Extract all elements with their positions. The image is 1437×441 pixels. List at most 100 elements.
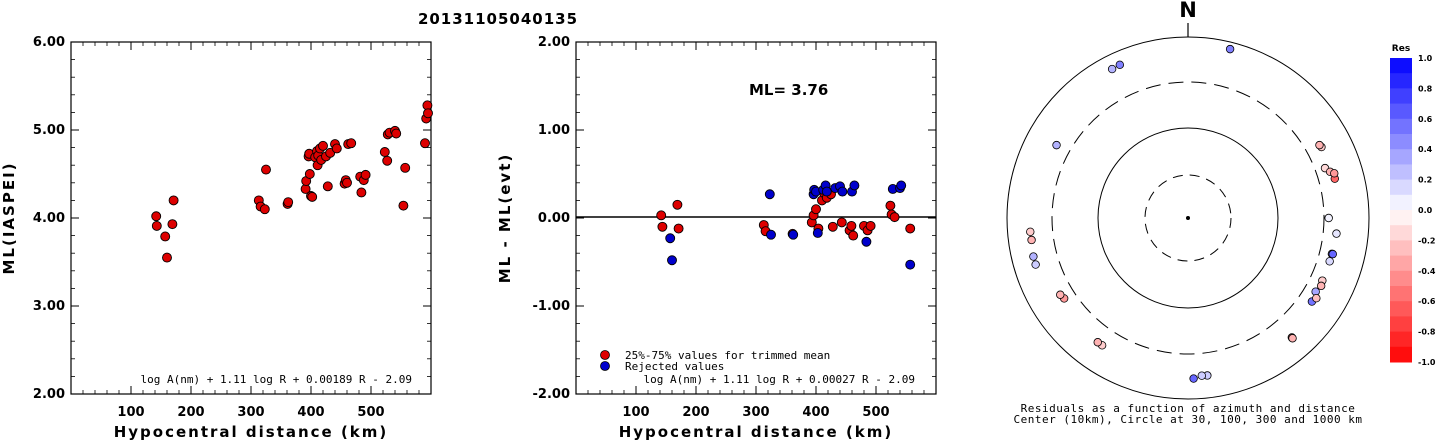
data-point [261, 164, 271, 175]
rejected-point [849, 180, 860, 191]
x-tick-label: 500 [862, 405, 889, 420]
rejected-point [896, 180, 907, 191]
rejected-point [821, 186, 832, 197]
colorbar-blocks [1390, 58, 1412, 363]
colorbar-step [1390, 179, 1412, 196]
data-point [379, 147, 390, 157]
colorbar-tick-label: 0.6 [1418, 115, 1433, 124]
station-residual-point [1029, 252, 1038, 261]
colorbar: Res 1.0 0.8 0.6 0.4 0.2 0.0 -0.2 -0.4 -0.6 -0.8 -1… [1390, 44, 1436, 367]
panel2-xlabel: Hypocentral distance (km) [619, 423, 894, 441]
colorbar-step [1390, 270, 1412, 287]
x-tick-label: 200 [682, 405, 709, 420]
data-point [420, 138, 430, 149]
x-tick-label: 500 [357, 405, 384, 420]
rejected-point [766, 229, 776, 240]
rejected-point [667, 255, 677, 266]
colorbar-step [1390, 164, 1412, 181]
station-residual-point [1031, 260, 1040, 269]
colorbar-tick-label: 0.8 [1418, 84, 1433, 93]
colorbar-title: Res [1392, 44, 1410, 54]
x-tick-label: 100 [622, 405, 649, 420]
data-point [360, 169, 371, 180]
x-tick-label: 300 [742, 405, 769, 420]
legend-rejected-marker [600, 361, 610, 371]
panel1-frame [70, 41, 432, 395]
legend-trimmed-label: 25%-75% values for trimmed mean [625, 349, 830, 362]
colorbar-tick-label: -1.0 [1418, 358, 1436, 367]
data-point [673, 223, 684, 234]
ring-30km [1144, 174, 1232, 262]
data-point [151, 220, 162, 231]
station-residual-point [1115, 60, 1125, 70]
polar-caption-line2: Center (10km), Circle at 30, 100, 300 an… [1013, 413, 1362, 426]
y-tick-label: 3.00 [33, 299, 65, 314]
station-residual-point [1288, 334, 1297, 343]
station-residual-point [1330, 169, 1339, 178]
x-tick-label: 400 [297, 405, 324, 420]
colorbar-step [1390, 134, 1412, 150]
colorbar-step [1390, 225, 1412, 241]
data-point [259, 204, 270, 215]
colorbar-step [1390, 194, 1412, 211]
colorbar-tick-label: -0.6 [1418, 297, 1436, 306]
station-residual-point [1225, 44, 1235, 54]
data-point [346, 138, 357, 149]
x-tick-label: 100 [117, 405, 144, 420]
data-point [162, 252, 172, 263]
data-point [382, 155, 393, 166]
data-point [656, 210, 667, 221]
y-tick-label: 5.00 [33, 123, 65, 138]
colorbar-step [1390, 286, 1412, 302]
panel1-ylabel: ML(IASPEI) [0, 161, 18, 274]
data-point [167, 219, 178, 230]
colorbar-tick-label: 0.0 [1418, 206, 1433, 215]
data-point [356, 187, 367, 198]
data-point [400, 162, 411, 173]
panel2-formula: log A(nm) + 1.11 log R + 0.00027 R - 2.0… [643, 373, 915, 386]
colorbar-step [1390, 255, 1412, 272]
colorbar-step [1390, 240, 1412, 257]
data-point [889, 212, 900, 223]
colorbar-step [1390, 149, 1412, 165]
station-residual-point [1325, 257, 1334, 266]
data-point [168, 195, 179, 206]
station-residual-point [1093, 338, 1102, 347]
polar-caption-line1: Residuals as a function of azimuth and d… [1021, 402, 1356, 415]
x-tick-label: 200 [177, 405, 204, 420]
y-tick-label: 6.00 [33, 35, 65, 50]
data-point [846, 220, 857, 231]
data-point [827, 221, 838, 232]
colorbar-step [1390, 316, 1412, 333]
colorbar-step [1390, 210, 1412, 226]
panel2-ml-value: ML= 3.76 [749, 81, 828, 99]
panel1-formula: log A(nm) + 1.11 log R + 0.00189 R - 2.0… [140, 373, 412, 386]
rejected-point [861, 236, 872, 247]
panel2-ticks: -2.00 -1.00 0.00 1.00 2.00 100 200 300 400 500 [533, 35, 937, 420]
y-tick-label: -2.00 [533, 387, 570, 402]
data-point [811, 204, 821, 215]
rejected-point [812, 228, 823, 238]
panel2-points [656, 180, 916, 270]
data-point [318, 140, 328, 151]
data-point [885, 200, 896, 211]
colorbar-step [1390, 346, 1412, 363]
data-point [160, 231, 171, 242]
panel-ml-iaspei: 2.00 3.00 4.00 5.00 6.00 100 200 300 400 500 log … [0, 35, 433, 441]
colorbar-step [1390, 103, 1412, 120]
y-tick-label: 2.00 [33, 387, 65, 402]
station-residual-point [1197, 371, 1206, 380]
colorbar-tick-label: -0.8 [1418, 328, 1436, 337]
station-residual-point [1315, 140, 1324, 150]
colorbar-ticks: 1.0 0.8 0.6 0.4 0.2 0.0 -0.2 -0.4 -0.6 -0.8 -1.0 [1418, 54, 1436, 367]
ring-300km [1051, 81, 1325, 355]
rejected-point [905, 259, 916, 270]
rejected-point [837, 186, 848, 197]
data-point [657, 221, 668, 232]
y-tick-label: 0.00 [538, 211, 570, 226]
ring-1000km [1006, 36, 1370, 400]
colorbar-tick-label: -0.4 [1418, 267, 1436, 276]
data-point [151, 211, 162, 222]
data-point [283, 197, 294, 208]
